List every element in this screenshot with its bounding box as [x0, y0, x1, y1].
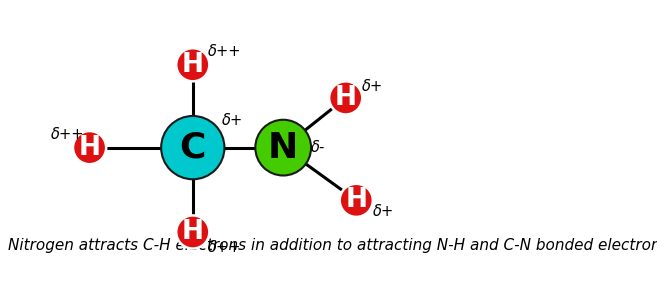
Text: δ++: δ++	[51, 127, 84, 142]
Text: Nitrogen attracts C-H electrons in addition to attracting N-H and C-N bonded ele: Nitrogen attracts C-H electrons in addit…	[8, 238, 657, 253]
Text: δ++: δ++	[208, 44, 241, 59]
Text: H: H	[346, 187, 367, 213]
Text: H: H	[334, 85, 357, 111]
Ellipse shape	[176, 215, 210, 248]
Text: δ+: δ+	[222, 113, 243, 128]
Text: H: H	[182, 219, 204, 245]
Ellipse shape	[340, 184, 373, 217]
Ellipse shape	[73, 131, 106, 164]
Ellipse shape	[176, 48, 210, 81]
Text: C: C	[179, 131, 206, 165]
Text: N: N	[268, 131, 298, 165]
Text: δ+: δ+	[362, 79, 384, 94]
Text: H: H	[79, 135, 101, 161]
Text: δ+: δ+	[373, 204, 394, 219]
Text: δ-: δ-	[311, 140, 325, 155]
Ellipse shape	[256, 120, 311, 176]
Text: δ++: δ++	[208, 239, 241, 254]
Ellipse shape	[329, 81, 362, 115]
Text: H: H	[182, 52, 204, 78]
Ellipse shape	[161, 116, 225, 179]
